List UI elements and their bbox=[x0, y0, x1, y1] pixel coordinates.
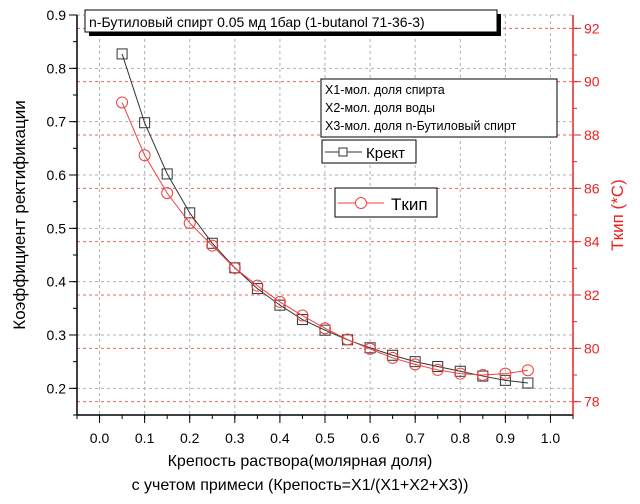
data-point-square bbox=[116, 48, 128, 60]
x-tick-label: 0.1 bbox=[135, 430, 155, 446]
y-axis-label: Коэффициент ректификации bbox=[10, 100, 29, 329]
y-tick-label: 0.2 bbox=[47, 380, 67, 396]
data-point-circle bbox=[386, 351, 399, 364]
data-point-circle bbox=[521, 364, 534, 377]
y2-tick-label: 86 bbox=[584, 180, 600, 196]
x-axis-label-line2: с учетом примеси (Крепость=X1/(X1+X2+X3)… bbox=[132, 477, 469, 494]
y-tick-label: 0.5 bbox=[47, 220, 67, 236]
legend-tkip: Tкип bbox=[334, 187, 438, 218]
data-point-circle bbox=[161, 187, 174, 200]
x-tick-label: 0.0 bbox=[90, 430, 110, 446]
y2-tick-label: 84 bbox=[584, 234, 600, 250]
data-point-circle bbox=[454, 367, 467, 380]
note-box: X1-мол. доля спирта X2-мол. доля воды X3… bbox=[320, 78, 558, 138]
y-tick-label: 0.8 bbox=[47, 60, 67, 76]
x-tick-label: 0.5 bbox=[315, 430, 335, 446]
data-point-circle bbox=[273, 295, 286, 308]
y-tick-label: 0.3 bbox=[47, 327, 67, 343]
data-point-circle bbox=[341, 333, 354, 346]
data-point-square bbox=[296, 314, 308, 326]
circle-marker-icon bbox=[355, 197, 367, 209]
data-point-circle bbox=[296, 309, 309, 322]
y-tick-label: 0.7 bbox=[47, 114, 67, 130]
data-point-circle bbox=[431, 363, 444, 376]
data-point-circle bbox=[364, 342, 377, 355]
y2-tick-label: 92 bbox=[584, 20, 600, 36]
x-tick-label: 0.4 bbox=[270, 430, 290, 446]
x-tick-label: 0.9 bbox=[496, 430, 516, 446]
y2-tick-label: 88 bbox=[584, 127, 600, 143]
title-box: n-Бутиловый спирт 0.05 мд 1бар (1-butano… bbox=[84, 9, 501, 36]
y2-tick-label: 90 bbox=[584, 74, 600, 90]
y2-tick-label: 82 bbox=[584, 287, 600, 303]
data-point-circle bbox=[138, 149, 151, 162]
data-point-square bbox=[522, 377, 534, 389]
x-tick-label: 0.7 bbox=[405, 430, 425, 446]
data-point-square bbox=[499, 374, 511, 386]
legend-label: Крект bbox=[366, 145, 405, 162]
data-point-circle bbox=[409, 358, 422, 371]
data-point-circle bbox=[476, 369, 489, 381]
x-axis-label-line1: Крепость раствора(молярная доля) bbox=[168, 453, 433, 470]
y-tick-label: 0.9 bbox=[47, 7, 67, 23]
data-point-circle bbox=[206, 239, 219, 252]
data-point-square bbox=[432, 360, 444, 372]
series-line-circle bbox=[121, 102, 528, 376]
y2-tick-label: 78 bbox=[584, 394, 600, 410]
data-point-circle bbox=[319, 322, 331, 335]
legend-label: Tкип bbox=[391, 195, 428, 214]
y2-axis-label: Tкип (*C) bbox=[608, 179, 627, 250]
x-tick-label: 0.3 bbox=[225, 430, 245, 446]
x-tick-label: 0.8 bbox=[451, 430, 471, 446]
note-line: X2-мол. доля воды bbox=[325, 101, 435, 115]
x-tick-label: 0.6 bbox=[360, 430, 380, 446]
square-marker-icon bbox=[338, 147, 348, 157]
x-tick-label: 0.2 bbox=[180, 430, 200, 446]
series-line-square bbox=[121, 53, 528, 384]
data-point-circle bbox=[499, 367, 512, 380]
note-line: X1-мол. доля спирта bbox=[325, 83, 445, 97]
legend-krekt: Крект bbox=[321, 139, 417, 164]
note-line: X3-мол. доля n-Бутиловый спирт bbox=[325, 119, 517, 133]
x-tick-label: 1.0 bbox=[541, 430, 561, 446]
y2-tick-label: 80 bbox=[584, 340, 600, 356]
data-point-square bbox=[139, 117, 151, 129]
grid bbox=[77, 14, 573, 415]
chart-title: n-Бутиловый спирт 0.05 мд 1бар (1-butano… bbox=[89, 14, 425, 30]
y-tick-label: 0.6 bbox=[47, 167, 67, 183]
series bbox=[116, 48, 534, 389]
data-point-square bbox=[161, 168, 173, 180]
y-tick-label: 0.4 bbox=[47, 274, 67, 290]
data-point-circle bbox=[228, 262, 241, 275]
data-point-circle bbox=[183, 217, 196, 229]
axes: 0.0 0.1 0.2 0.3 0.4 0.5 0.6 0.7 0.8 0.9 1.0 0.2 0.3 0… bbox=[47, 7, 600, 446]
data-point-circle bbox=[251, 279, 264, 292]
data-point-circle bbox=[116, 96, 129, 109]
